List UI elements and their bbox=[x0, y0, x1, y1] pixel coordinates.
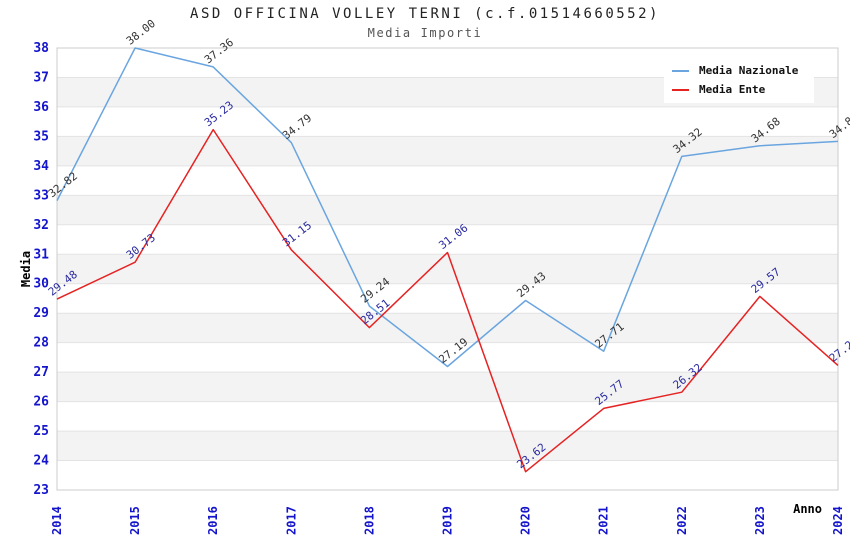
grid-band bbox=[57, 460, 838, 490]
grid-band bbox=[57, 165, 838, 196]
x-tick-label: 2023 bbox=[753, 506, 767, 535]
chart-subtitle: Media Importi bbox=[367, 26, 483, 40]
grid-band bbox=[57, 401, 838, 432]
y-tick-label: 24 bbox=[33, 454, 49, 469]
x-tick-label: 2016 bbox=[206, 506, 220, 535]
x-tick-label: 2018 bbox=[362, 506, 376, 535]
x-axis-title: Anno bbox=[793, 502, 822, 516]
grid-band bbox=[57, 283, 838, 314]
y-tick-label: 31 bbox=[33, 247, 49, 262]
y-tick-label: 23 bbox=[33, 483, 49, 498]
x-tick-label: 2021 bbox=[597, 506, 611, 535]
x-tick-label: 2017 bbox=[284, 506, 298, 535]
x-tick-label: 2019 bbox=[441, 506, 455, 535]
y-tick-label: 25 bbox=[33, 424, 49, 439]
legend-swatch-media-ente bbox=[672, 88, 689, 91]
y-tick-label: 33 bbox=[33, 188, 49, 203]
y-tick-label: 34 bbox=[33, 159, 49, 174]
x-tick-label: 2014 bbox=[50, 506, 64, 535]
y-tick-label: 35 bbox=[33, 129, 49, 144]
grid-band bbox=[57, 136, 838, 166]
legend-label: Media Nazionale bbox=[699, 64, 799, 77]
chart-title: ASD OFFICINA VOLLEY TERNI (c.f.015146605… bbox=[190, 6, 660, 22]
y-tick-label: 30 bbox=[33, 277, 49, 292]
grid-band bbox=[57, 106, 838, 137]
y-tick-label: 28 bbox=[33, 336, 49, 351]
legend-label: Media Ente bbox=[699, 83, 766, 96]
series-line-media-nazionale bbox=[56, 47, 839, 368]
grid-band bbox=[57, 195, 838, 225]
grid-band bbox=[57, 224, 838, 255]
legend-item-media-ente: Media Ente bbox=[672, 80, 814, 99]
grid-band bbox=[57, 313, 838, 343]
y-tick-label: 36 bbox=[33, 100, 49, 115]
series-line-media-ente bbox=[56, 128, 839, 473]
x-tick-label: 2015 bbox=[128, 506, 142, 535]
grid-band bbox=[57, 372, 838, 402]
y-tick-label: 38 bbox=[33, 41, 49, 56]
grid-band bbox=[57, 431, 838, 461]
grid-band bbox=[57, 254, 838, 284]
legend-swatch-media-nazionale bbox=[672, 69, 689, 72]
x-tick-label: 2022 bbox=[675, 506, 689, 535]
legend-item-media-nazionale: Media Nazionale bbox=[672, 61, 814, 80]
y-tick-label: 32 bbox=[33, 218, 49, 233]
plot-border bbox=[56, 47, 839, 491]
chart-legend: Media Nazionale Media Ente bbox=[664, 57, 814, 103]
y-axis-title: Media bbox=[19, 251, 33, 287]
x-tick-label: 2020 bbox=[519, 506, 533, 535]
point-label: 38.00 bbox=[124, 17, 158, 48]
y-tick-label: 37 bbox=[33, 70, 49, 85]
y-tick-label: 27 bbox=[33, 365, 49, 380]
y-tick-label: 26 bbox=[33, 395, 49, 410]
y-tick-label: 29 bbox=[33, 306, 49, 321]
x-tick-label: 2024 bbox=[831, 506, 845, 535]
